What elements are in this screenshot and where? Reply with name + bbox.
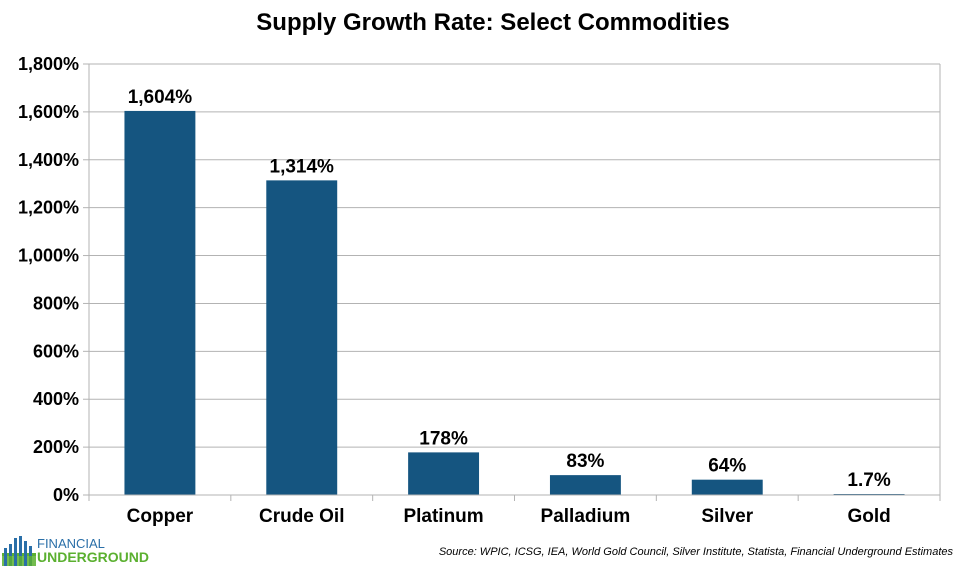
logo-buildings-icon [2,536,36,566]
axes [88,64,941,501]
bar-platinum [408,452,480,495]
bar-palladium [549,475,621,495]
data-label: 1,314% [270,156,335,177]
bar-copper [124,110,196,495]
x-tick-label: Palladium [541,506,631,527]
y-tick-label: 800% [33,293,79,313]
data-label: 178% [419,428,468,449]
data-label: 83% [566,451,604,472]
y-tick-label: 200% [33,437,79,457]
bar-silver [691,479,763,495]
x-tick-label: Crude Oil [259,506,345,527]
data-label: 1.7% [847,470,890,491]
bar-crude-oil [266,180,338,495]
data-labels: 1,604% 1,314% 178% 83% 64% 1.7% [128,87,891,491]
y-tick-label: 1,400% [18,150,79,170]
x-axis-ticks: Copper Crude Oil Platinum Palladium Silver Go… [127,506,891,527]
y-tick-label: 0% [53,485,79,505]
y-tick-label: 600% [33,341,79,361]
y-tick-label: 1,200% [18,198,79,218]
x-tick-label: Gold [847,506,890,527]
x-tick-label: Platinum [403,506,483,527]
y-tick-label: 1,000% [18,246,79,266]
logo-text-bottom: UNDERGROUND [37,549,149,565]
grid-lines [83,63,940,496]
bars [124,110,905,495]
financial-underground-logo: FINANCIAL UNDERGROUND [2,536,162,566]
y-axis-ticks: 0% 200% 400% 600% 800% 1,000% 1,200% 1,400% 1,60… [18,54,79,505]
y-tick-label: 1,600% [18,102,79,122]
data-label: 1,604% [128,87,193,108]
x-tick-label: Copper [127,506,194,527]
y-tick-label: 1,800% [18,54,79,74]
x-tick-label: Silver [701,506,753,527]
data-label: 64% [708,456,746,477]
logo-text-top: FINANCIAL [37,536,105,551]
y-tick-label: 400% [33,389,79,409]
chart-title: Supply Growth Rate: Select Commodities [256,9,729,36]
source-note: Source: WPIC, ICSG, IEA, World Gold Coun… [438,546,953,558]
